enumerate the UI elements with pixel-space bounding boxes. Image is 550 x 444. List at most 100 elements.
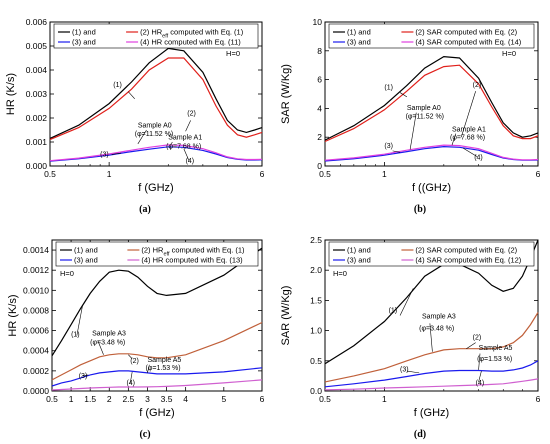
x-tick-label: 0.5 (319, 394, 331, 404)
series-3-line (51, 367, 263, 387)
y-tick-label: 2.5 (310, 235, 322, 245)
annotation-leader (466, 342, 476, 349)
legend-label-2-rest: computed with Eq. (1) (168, 28, 244, 37)
legend-label-3: (3) and (347, 256, 371, 265)
annotation-leader (451, 133, 457, 146)
legend-label-3: (3) and (347, 38, 371, 47)
x-tick-label: 2 (107, 394, 112, 404)
series-2-line (51, 321, 263, 381)
annotation-label: (φ=3.48 %) (90, 340, 125, 347)
y-tick-label: 4 (317, 103, 322, 113)
panel-caption: (c) (139, 429, 150, 440)
annotation-label: (3) (384, 143, 393, 150)
state-label: H=0 (60, 269, 74, 278)
y-tick-label: 0.003 (26, 89, 48, 99)
annotation-label: Sample A0 (138, 123, 172, 130)
annotation-label: (3) (100, 151, 109, 158)
x-tick-label: 1 (382, 169, 387, 179)
annotation-leader (392, 150, 401, 153)
panel-caption: (d) (414, 429, 426, 440)
series-2-line (49, 57, 263, 141)
annotation-label: (φ=1.53 %) (477, 356, 512, 363)
y-tick-label: 6 (317, 75, 322, 85)
annotation-label: (4) (476, 380, 485, 387)
annotation-label: (φ=3.48 %) (419, 326, 454, 333)
legend-label-2-sub: eff (163, 252, 169, 258)
legend-label-4: (4) SAR computed with Eq. (14) (415, 38, 521, 47)
annotation-leader (478, 353, 481, 370)
x-axis-label: f ((GHz) (412, 182, 451, 194)
annotation-leader (399, 288, 414, 316)
series-4-line (324, 144, 539, 161)
annotation-label: (4) (186, 158, 195, 165)
y-tick-label: 0.000 (26, 161, 48, 171)
y-tick-label: 0.001 (26, 137, 48, 147)
annotation-leader (137, 129, 147, 145)
state-label: H=0 (502, 49, 516, 58)
annotation-label: (4) (126, 380, 135, 387)
x-tick-label: 5 (221, 394, 226, 404)
y-tick-label: 0.0008 (23, 305, 49, 315)
legend-box (328, 241, 535, 267)
annotation-label: Sample A5 (479, 345, 513, 352)
annotation-label: (1) (389, 307, 398, 314)
annotation-label: (2) (130, 358, 139, 365)
annotation-label: Sample A0 (407, 105, 441, 112)
x-tick-label: 0.5 (44, 169, 56, 179)
y-axis-label: HR (K/s) (7, 294, 19, 336)
y-tick-label: 2.0 (310, 265, 322, 275)
state-label: H=0 (333, 269, 347, 278)
y-tick-label: 0.0 (310, 386, 322, 396)
x-axis-label: f (GHz) (414, 407, 449, 419)
legend-box (53, 23, 259, 49)
annotation-leader (462, 147, 478, 157)
annotation-leader (128, 354, 133, 359)
annotation-leader (460, 91, 476, 138)
legend-label-2: (2) HReff computed with Eq. (1) (140, 28, 244, 40)
series-1-line (324, 55, 539, 141)
y-tick-label: 1.5 (310, 295, 322, 305)
y-tick-label: 0.0010 (23, 285, 49, 295)
y-tick-label: 2 (317, 132, 322, 142)
annotation-label: (φ=11.52 %) (406, 113, 444, 120)
legend-label-1: (1) and (347, 246, 371, 255)
annotation-leader (97, 340, 104, 355)
x-axis-label: f (GHz) (138, 182, 173, 194)
legend-label-2: (2) SAR computed with Eq. (2) (415, 246, 517, 255)
x-tick-label: 6 (260, 169, 265, 179)
x-tick-label: 0.5 (319, 169, 331, 179)
series-4-line (49, 144, 263, 162)
x-tick-label: 6 (536, 394, 541, 404)
series-4-line (51, 379, 263, 391)
annotation-leader (406, 370, 420, 374)
annotation-label: (φ=7.68 %) (166, 143, 201, 150)
legend-label-2-rest: computed with Eq. (1) (170, 246, 246, 255)
legend-label-2-main: (2) HR (141, 246, 164, 255)
x-tick-label: 1 (69, 394, 74, 404)
plot-frame (324, 21, 539, 167)
legend-box (328, 23, 535, 49)
y-tick-label: 0.004 (26, 65, 48, 75)
annotation-label: (3) (400, 367, 409, 374)
x-tick-label: 6 (260, 394, 265, 404)
y-tick-label: 0.0014 (23, 245, 49, 255)
series-2-line (324, 312, 539, 383)
series-1-line (51, 247, 263, 357)
annotation-leader (409, 112, 417, 150)
x-axis-label: f (GHz) (139, 407, 174, 419)
annotation-label: (2) (473, 335, 482, 342)
annotation-label: Sample A1 (168, 135, 202, 142)
x-tick-label: 1 (382, 394, 387, 404)
legend-label-2: (2) HReff computed with Eq. (1) (141, 246, 245, 258)
x-tick-label: 1 (107, 169, 112, 179)
annotation-leader (129, 371, 133, 383)
annotation-label: Sample A3 (422, 314, 456, 321)
panel-d: 0.00.51.01.52.02.50.5 1 6f (GHz)SAR (W/Kg)… (280, 235, 541, 440)
annotation-leader (399, 92, 408, 98)
annotation-leader (147, 364, 150, 373)
series-1-line (49, 47, 263, 139)
annotation-leader (183, 148, 190, 161)
annotation-leader (185, 120, 191, 132)
panel-caption: (a) (139, 204, 151, 215)
